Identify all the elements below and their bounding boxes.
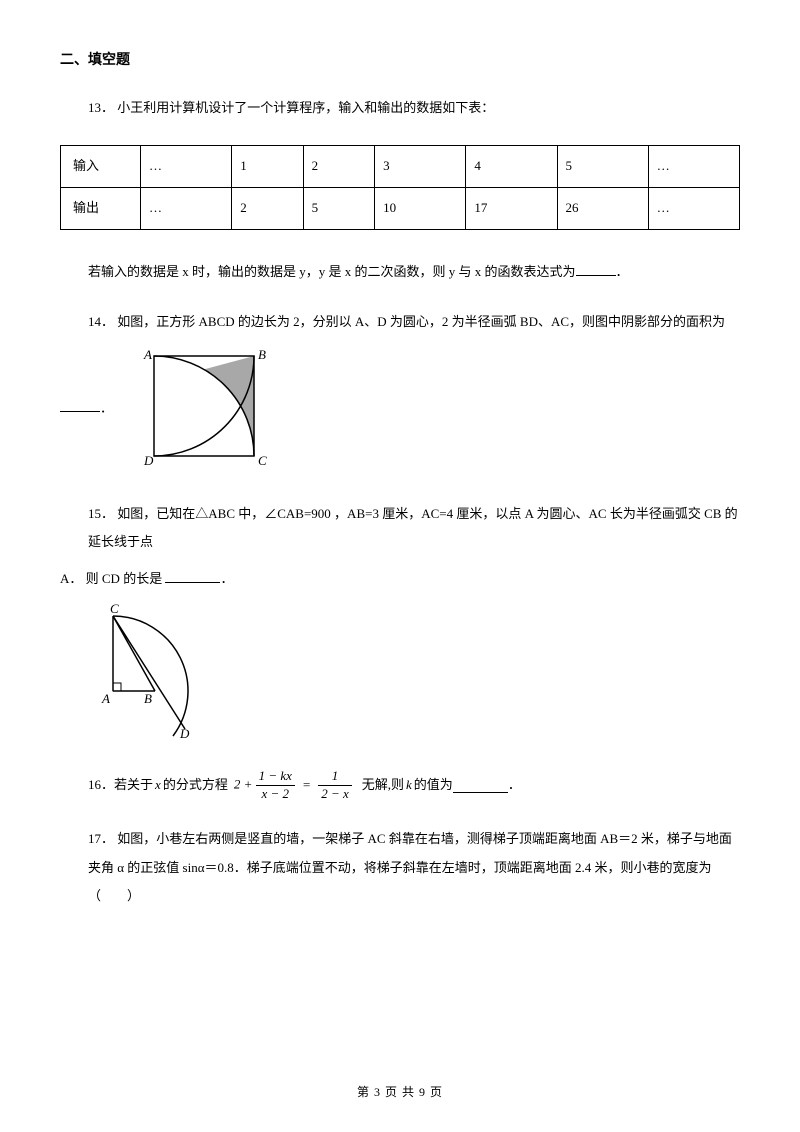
question-14: 14． 如图，正方形 ABCD 的边长为 2，分别以 A、D 为圆心，2 为半径… [60, 308, 740, 337]
fraction-2: 1 2 − x [318, 768, 352, 803]
cell: 2 [303, 145, 374, 187]
period: ． [220, 571, 233, 586]
label-c: C [110, 601, 119, 616]
q13-after: 若输入的数据是 x 时，输出的数据是 y，y 是 x 的二次函数，则 y 与 x… [60, 258, 740, 287]
label-c: C [258, 453, 267, 468]
num: 1 − kx [256, 768, 295, 786]
q14-figure-row: ． A B C D [60, 341, 740, 478]
section-title: 二、填空题 [60, 50, 740, 72]
den: x − 2 [256, 786, 295, 803]
label-a: A [143, 347, 152, 362]
cell: 2 [232, 187, 303, 229]
question-13: 13． 小王利用计算机设计了一个计算程序，输入和输出的数据如下表： [60, 94, 740, 123]
cell: … [648, 145, 739, 187]
q14-figure: A B C D [124, 341, 274, 478]
cell: 1 [232, 145, 303, 187]
q15-text: 如图，已知在△ABC 中，∠CAB=900 ，AB=3 厘米，AC=4 厘米，以… [88, 506, 738, 550]
label-b: B [258, 347, 266, 362]
q17-text: 如图，小巷左右两侧是竖直的墙，一架梯子 AC 斜靠在右墙，测得梯子顶端距离地面 … [88, 831, 732, 903]
q14-prefix: 14． [88, 314, 114, 329]
q16-after2: 的值为 [414, 771, 453, 800]
label-d: D [143, 453, 154, 468]
q15-line2-prefix: A． [60, 571, 82, 586]
period: ． [100, 400, 113, 415]
question-15: 15． 如图，已知在△ABC 中，∠CAB=900 ，AB=3 厘米，AC=4 … [60, 500, 740, 557]
eq-lead: 2 + [234, 777, 253, 792]
period: ． [508, 771, 521, 800]
cell: … [141, 145, 232, 187]
blank [453, 779, 508, 793]
cell: 26 [557, 187, 648, 229]
cell: … [648, 187, 739, 229]
cell: 5 [303, 187, 374, 229]
table-row: 输出 … 2 5 10 17 26 … [61, 187, 740, 229]
q16-pre: 若关于 [114, 771, 153, 800]
cell: 17 [466, 187, 557, 229]
q16-mid: 的分式方程 [163, 771, 228, 800]
q15-prefix: 15． [88, 506, 114, 521]
q16-equation: 2 + 1 − kx x − 2 = 1 2 − x [234, 768, 352, 803]
eq-sign: = [302, 777, 311, 792]
page-footer: 第 3 页 共 9 页 [0, 1083, 800, 1102]
q13-prefix: 13． [88, 100, 114, 115]
den: 2 − x [318, 786, 352, 803]
blank [165, 569, 220, 583]
cell: … [141, 187, 232, 229]
row-label: 输入 [61, 145, 141, 187]
q17-prefix: 17． [88, 831, 114, 846]
cell: 5 [557, 145, 648, 187]
label-d: D [179, 726, 190, 741]
blank [576, 262, 616, 276]
q15-figure: C A B D [88, 601, 740, 748]
q13-text: 小王利用计算机设计了一个计算程序，输入和输出的数据如下表： [117, 100, 494, 115]
label-b: B [144, 691, 152, 706]
q15-line2: A． 则 CD 的长是 ． [60, 565, 740, 594]
q14-text: 如图，正方形 ABCD 的边长为 2，分别以 A、D 为圆心，2 为半径画弧 B… [117, 314, 725, 329]
table-row: 输入 … 1 2 3 4 5 … [61, 145, 740, 187]
q16-k: k [406, 771, 412, 800]
question-17: 17． 如图，小巷左右两侧是竖直的墙，一架梯子 AC 斜靠在右墙，测得梯子顶端距… [60, 825, 740, 911]
label-a: A [101, 691, 110, 706]
cell: 4 [466, 145, 557, 187]
q16-after1: 无解,则 [362, 771, 404, 800]
cell: 3 [375, 145, 466, 187]
q13-table: 输入 … 1 2 3 4 5 … 输出 … 2 5 10 17 26 … [60, 145, 740, 230]
q13-after-text: 若输入的数据是 x 时，输出的数据是 y，y 是 x 的二次函数，则 y 与 x… [88, 264, 576, 279]
row-label: 输出 [61, 187, 141, 229]
period: ． [616, 264, 629, 279]
q15-line2-text: 则 CD 的长是 [86, 571, 163, 586]
cell: 10 [375, 187, 466, 229]
question-16: 16． 若关于 x 的分式方程 2 + 1 − kx x − 2 = 1 2 −… [60, 768, 740, 803]
q16-x: x [155, 771, 161, 800]
q16-prefix: 16． [88, 771, 114, 800]
num: 1 [318, 768, 352, 786]
fraction-1: 1 − kx x − 2 [256, 768, 295, 803]
blank [60, 398, 100, 412]
